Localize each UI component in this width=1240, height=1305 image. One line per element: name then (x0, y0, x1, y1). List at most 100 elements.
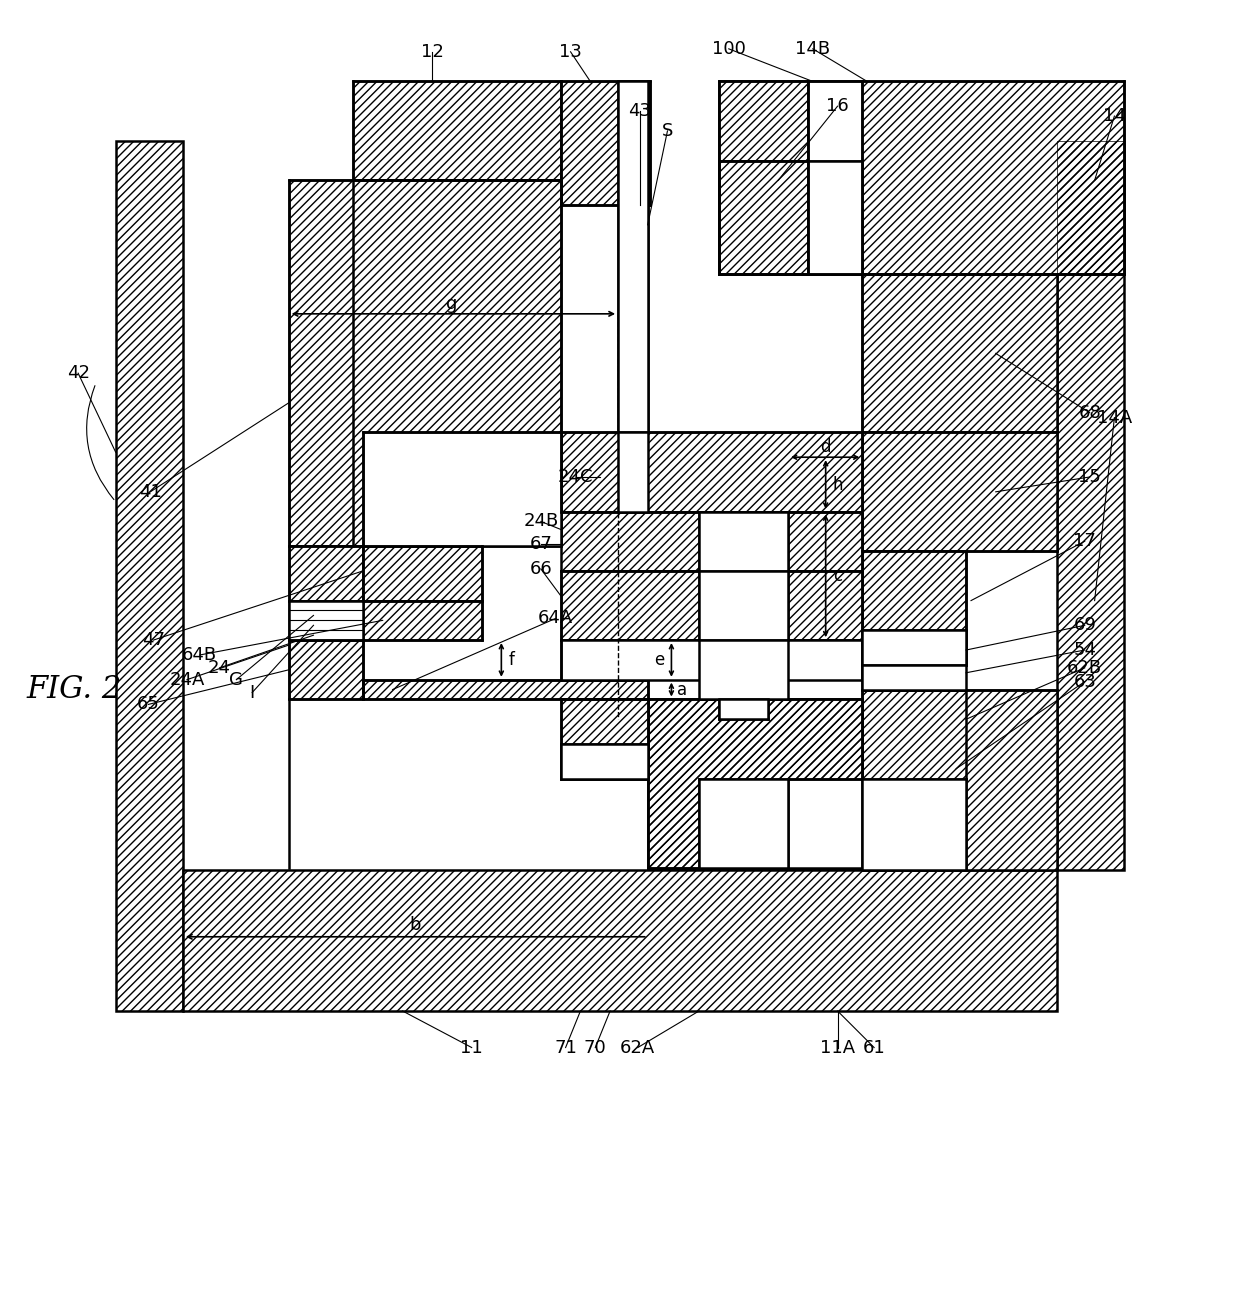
Bar (862, 274, 1056, 432)
Text: 12: 12 (420, 43, 444, 61)
Text: f: f (508, 651, 515, 669)
Text: 66: 66 (529, 560, 552, 578)
Bar (363, 680, 647, 699)
Text: 100: 100 (712, 40, 745, 57)
Bar (289, 547, 363, 600)
Text: 16: 16 (826, 97, 849, 115)
Bar (862, 551, 966, 664)
Bar (618, 81, 647, 432)
Bar (560, 81, 650, 205)
Bar (353, 81, 560, 180)
Bar (647, 699, 862, 868)
Bar (560, 512, 862, 570)
Text: e: e (655, 651, 665, 669)
Bar (289, 641, 363, 699)
Bar (560, 570, 862, 641)
Bar (184, 869, 1056, 1011)
Text: 24C: 24C (558, 468, 593, 485)
Bar (1056, 141, 1125, 869)
Text: 24B: 24B (523, 513, 558, 531)
Bar (719, 699, 769, 719)
Bar (862, 274, 1056, 432)
Bar (560, 699, 647, 779)
Text: 71: 71 (554, 1039, 577, 1057)
Text: a: a (677, 681, 687, 698)
Bar (647, 699, 862, 868)
Bar (363, 432, 560, 547)
Bar (862, 630, 966, 664)
Bar (618, 432, 647, 512)
Bar (647, 699, 862, 868)
Bar (363, 547, 481, 600)
Bar (363, 547, 481, 600)
Text: 41: 41 (139, 483, 161, 501)
Bar (808, 161, 862, 274)
Bar (699, 512, 789, 570)
Text: 65: 65 (136, 696, 160, 714)
Text: 14B: 14B (795, 40, 831, 57)
Text: c: c (833, 566, 842, 585)
Bar (363, 680, 647, 699)
Bar (789, 779, 862, 868)
Bar (1056, 141, 1125, 869)
Text: 43: 43 (629, 102, 651, 120)
Text: d: d (821, 438, 831, 457)
Text: 47: 47 (141, 632, 165, 649)
Text: 69: 69 (1074, 616, 1096, 634)
Text: 17: 17 (1074, 532, 1096, 551)
Bar (808, 81, 862, 161)
Text: S: S (662, 121, 673, 140)
Bar (862, 779, 966, 869)
Bar (115, 141, 184, 1011)
Text: 11A: 11A (820, 1039, 856, 1057)
Bar (560, 512, 862, 570)
Bar (719, 81, 808, 161)
Bar (719, 81, 1125, 274)
Text: 64A: 64A (538, 609, 573, 628)
Bar (699, 779, 789, 868)
Text: 67: 67 (529, 535, 552, 553)
Text: 64B: 64B (182, 646, 217, 664)
Bar (560, 432, 862, 512)
Text: 42: 42 (67, 364, 89, 382)
Bar (862, 551, 966, 664)
Bar (699, 570, 789, 641)
Bar (363, 600, 481, 641)
Text: 70: 70 (584, 1039, 606, 1057)
Bar (560, 81, 650, 205)
Text: 68: 68 (1079, 403, 1101, 422)
Text: G: G (229, 671, 243, 689)
Bar (353, 81, 560, 180)
Text: 24: 24 (208, 659, 231, 677)
Bar (560, 641, 862, 680)
Bar (647, 699, 862, 868)
Bar (862, 689, 1056, 869)
Bar (862, 432, 1056, 551)
Text: I: I (249, 684, 254, 702)
Bar (560, 744, 647, 779)
Bar (719, 81, 808, 161)
Bar (289, 180, 560, 547)
Text: 13: 13 (559, 43, 582, 61)
Bar (560, 432, 862, 512)
Text: 62B: 62B (1068, 659, 1102, 677)
Text: 15: 15 (1079, 468, 1101, 485)
Text: 11: 11 (460, 1039, 484, 1057)
Text: 54: 54 (1074, 641, 1096, 659)
Bar (699, 641, 789, 699)
Bar (719, 81, 862, 161)
Bar (289, 600, 363, 641)
Text: 62A: 62A (620, 1039, 656, 1057)
Text: 63: 63 (1074, 672, 1096, 690)
Bar (560, 570, 862, 641)
Bar (560, 699, 647, 779)
Text: 14: 14 (1102, 107, 1126, 125)
Bar (862, 689, 1056, 869)
Bar (862, 432, 1056, 551)
Bar (862, 664, 966, 689)
Text: FIG. 2: FIG. 2 (26, 675, 122, 705)
Bar (184, 869, 1056, 1011)
Text: 24A: 24A (169, 671, 205, 689)
Bar (289, 641, 363, 699)
Bar (115, 141, 184, 1011)
